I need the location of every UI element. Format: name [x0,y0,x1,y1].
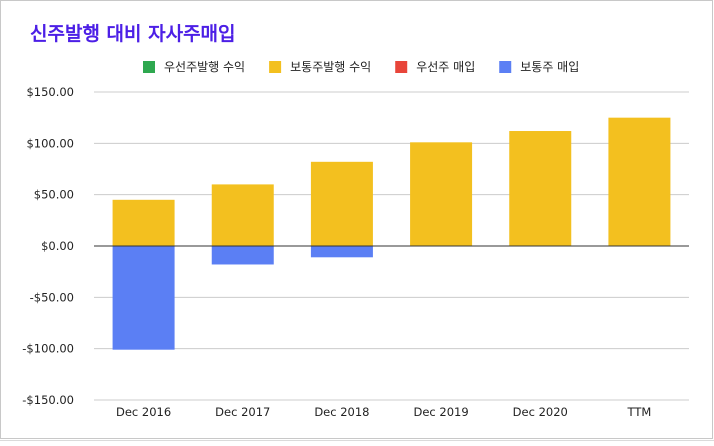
y-tick-label: $150.00 [26,85,74,99]
bar [310,246,373,258]
bar [608,117,671,247]
y-tick-label: -$100.00 [22,342,74,356]
x-axis-tick-labels: Dec 2016 Dec 2017 Dec 2018 Dec 2019 Dec 2020… [116,405,651,419]
bars [112,117,671,350]
bar [112,199,175,246]
legend-label: 보통주 매입 [520,60,579,74]
x-tick-label: Dec 2016 [116,405,171,419]
y-tick-label: $100.00 [26,136,74,150]
bar [509,131,572,246]
chart-title: 신주발행 대비 자사주매입 [30,23,236,45]
y-tick-label: $0.00 [41,239,74,253]
bar [211,184,274,246]
y-tick-label: -$150.00 [22,393,74,407]
legend-label: 우선주 매입 [416,60,475,74]
y-axis-tick-labels: $150.00 $100.00 $50.00 $0.00 -$50.00 -$100.00… [22,85,74,407]
legend-swatch [269,61,282,73]
legend: 우선주발행 수익 보통주발행 수익 우선주 매입 보통주 매입 [143,59,579,74]
x-tick-label: TTM [627,405,652,419]
gridlines [94,91,689,401]
bar [310,161,373,246]
x-tick-label: Dec 2018 [314,405,369,419]
x-tick-label: Dec 2017 [215,405,270,419]
legend-swatch [395,61,408,73]
legend-swatch [143,61,155,73]
bar [112,246,175,350]
legend-swatch [499,61,512,73]
bar [410,142,473,246]
y-tick-label: -$50.00 [30,290,74,304]
legend-label: 보통주발행 수익 [290,59,371,74]
y-tick-label: $50.00 [34,188,74,202]
x-tick-label: Dec 2020 [513,405,568,419]
bar [211,246,274,265]
legend-label: 우선주발행 수익 [164,59,245,74]
x-tick-label: Dec 2019 [413,405,468,419]
